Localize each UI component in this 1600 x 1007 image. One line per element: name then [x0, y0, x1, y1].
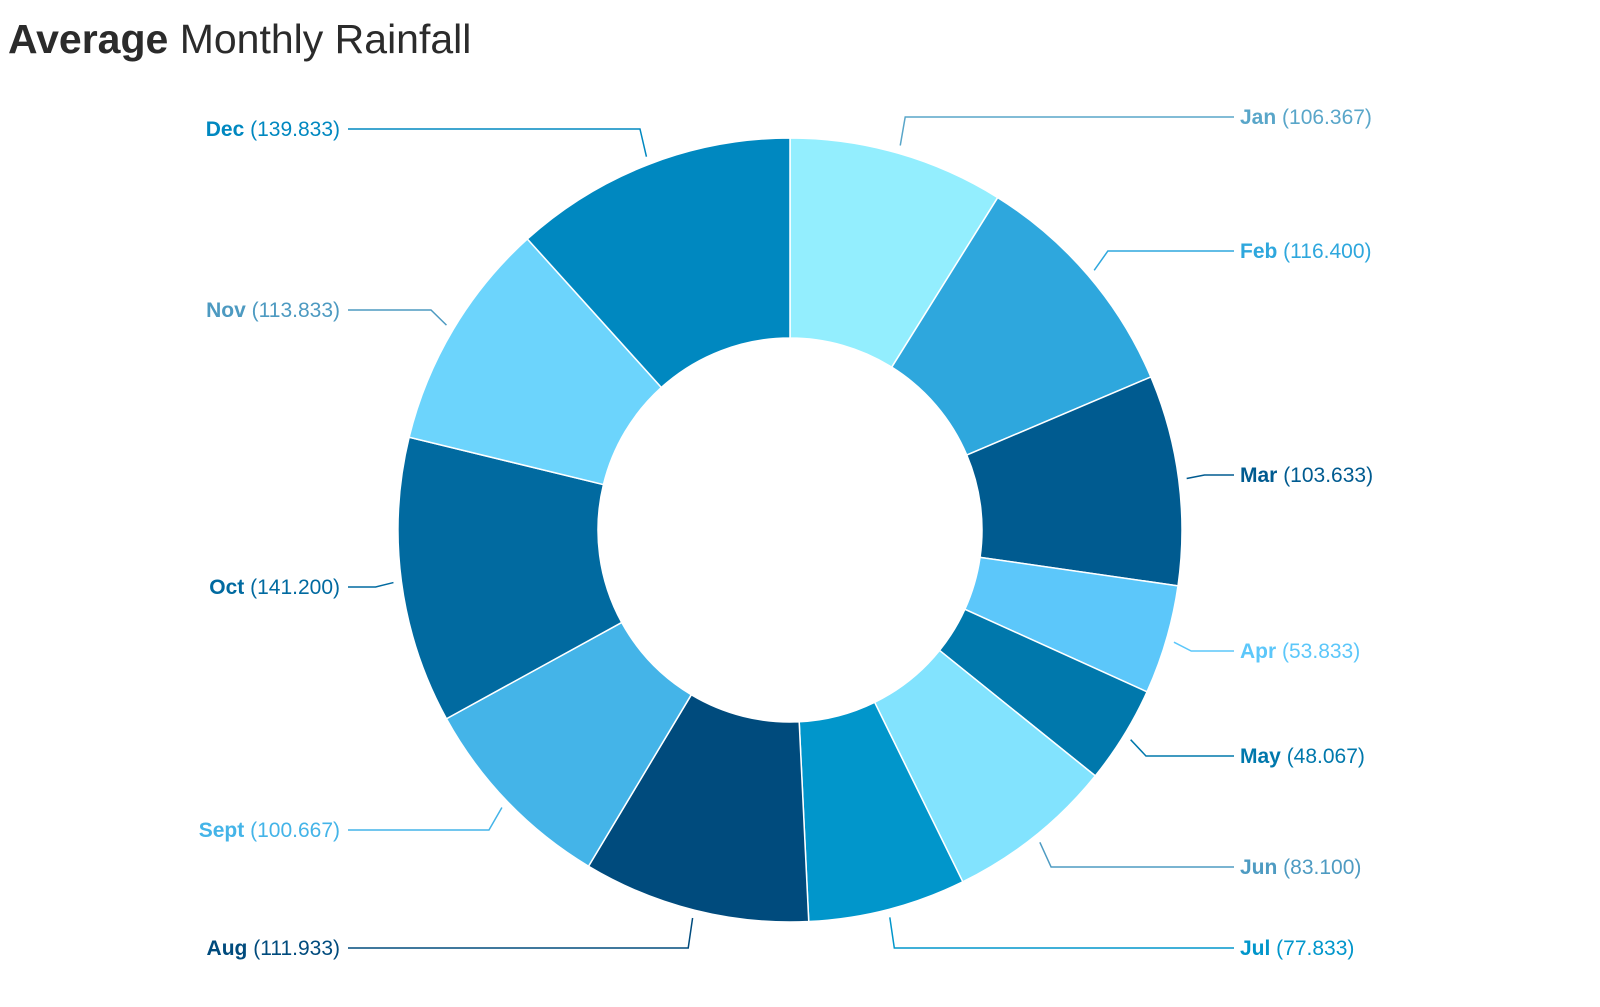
slice-label-value-jan: (106.367)	[1276, 106, 1372, 129]
slice-label-value-feb: (116.400)	[1277, 240, 1371, 263]
leader-line-nov	[348, 309, 447, 326]
slice-label-value-jul: (77.833)	[1270, 937, 1354, 960]
slice-label-jan: Jan (106.367)	[1240, 106, 1372, 129]
slice-label-value-jun: (83.100)	[1277, 856, 1361, 879]
slice-label-month-jun: Jun	[1240, 856, 1277, 879]
leader-line-dec	[348, 128, 648, 157]
leader-line-jul	[889, 917, 1234, 949]
leader-line-apr	[1173, 641, 1234, 652]
chart-title-bold: Average	[8, 16, 169, 62]
leader-line-jun	[1039, 842, 1234, 868]
slice-label-month-dec: Dec	[206, 118, 245, 141]
chart-title: Average Monthly Rainfall	[8, 14, 471, 64]
donut-slices	[397, 137, 1183, 923]
slice-label-value-aug: (111.933)	[247, 937, 340, 960]
slice-label-month-jul: Jul	[1240, 937, 1270, 960]
slice-label-dec: Dec (139.833)	[206, 118, 340, 141]
chart-title-rest: Monthly Rainfall	[179, 16, 472, 62]
slice-labels: Jan (106.367) Feb (116.400) Mar (103.633) A…	[199, 106, 1373, 960]
slice-label-value-sept: (100.667)	[244, 819, 340, 842]
slice-label-apr: Apr (53.833)	[1240, 640, 1360, 663]
slice-label-month-jan: Jan	[1240, 106, 1276, 129]
slice-label-may: May (48.067)	[1240, 745, 1365, 768]
slice-label-value-nov: (113.833)	[246, 299, 340, 322]
label-leader-lines	[348, 116, 1234, 949]
slice-label-value-apr: (53.833)	[1276, 640, 1360, 663]
leader-line-aug	[348, 917, 694, 949]
leader-line-mar	[1186, 474, 1234, 480]
slice-dec[interactable]	[526, 137, 791, 389]
slice-label-nov: Nov (113.833)	[206, 299, 340, 322]
slice-label-month-aug: Aug	[207, 937, 248, 960]
slice-label-month-nov: Nov	[206, 299, 246, 322]
slice-label-month-oct: Oct	[209, 576, 244, 599]
slice-label-aug: Aug (111.933)	[207, 937, 340, 960]
leader-line-oct	[348, 581, 394, 588]
slice-label-value-may: (48.067)	[1281, 745, 1365, 768]
leader-line-feb	[1093, 250, 1234, 271]
slice-label-value-mar: (103.633)	[1277, 464, 1373, 487]
slice-label-value-dec: (139.833)	[244, 118, 340, 141]
slice-label-feb: Feb (116.400)	[1240, 240, 1372, 263]
slice-label-month-apr: Apr	[1240, 640, 1276, 663]
slice-label-month-mar: Mar	[1240, 464, 1277, 487]
slice-nov[interactable]	[408, 237, 663, 486]
slice-label-mar: Mar (103.633)	[1240, 464, 1373, 487]
slice-label-sept: Sept (100.667)	[199, 819, 340, 842]
leader-line-sept	[348, 807, 503, 831]
leader-line-jan	[899, 116, 1234, 146]
slice-label-month-feb: Feb	[1240, 240, 1277, 263]
slice-label-value-oct: (141.200)	[244, 576, 340, 599]
leader-line-may	[1130, 739, 1234, 757]
slice-label-month-sept: Sept	[199, 819, 245, 842]
slice-label-oct: Oct (141.200)	[209, 576, 340, 599]
slice-label-month-may: May	[1240, 745, 1281, 768]
slice-label-jun: Jun (83.100)	[1240, 856, 1361, 879]
slice-label-jul: Jul (77.833)	[1240, 937, 1354, 960]
slice-oct[interactable]	[397, 436, 623, 720]
